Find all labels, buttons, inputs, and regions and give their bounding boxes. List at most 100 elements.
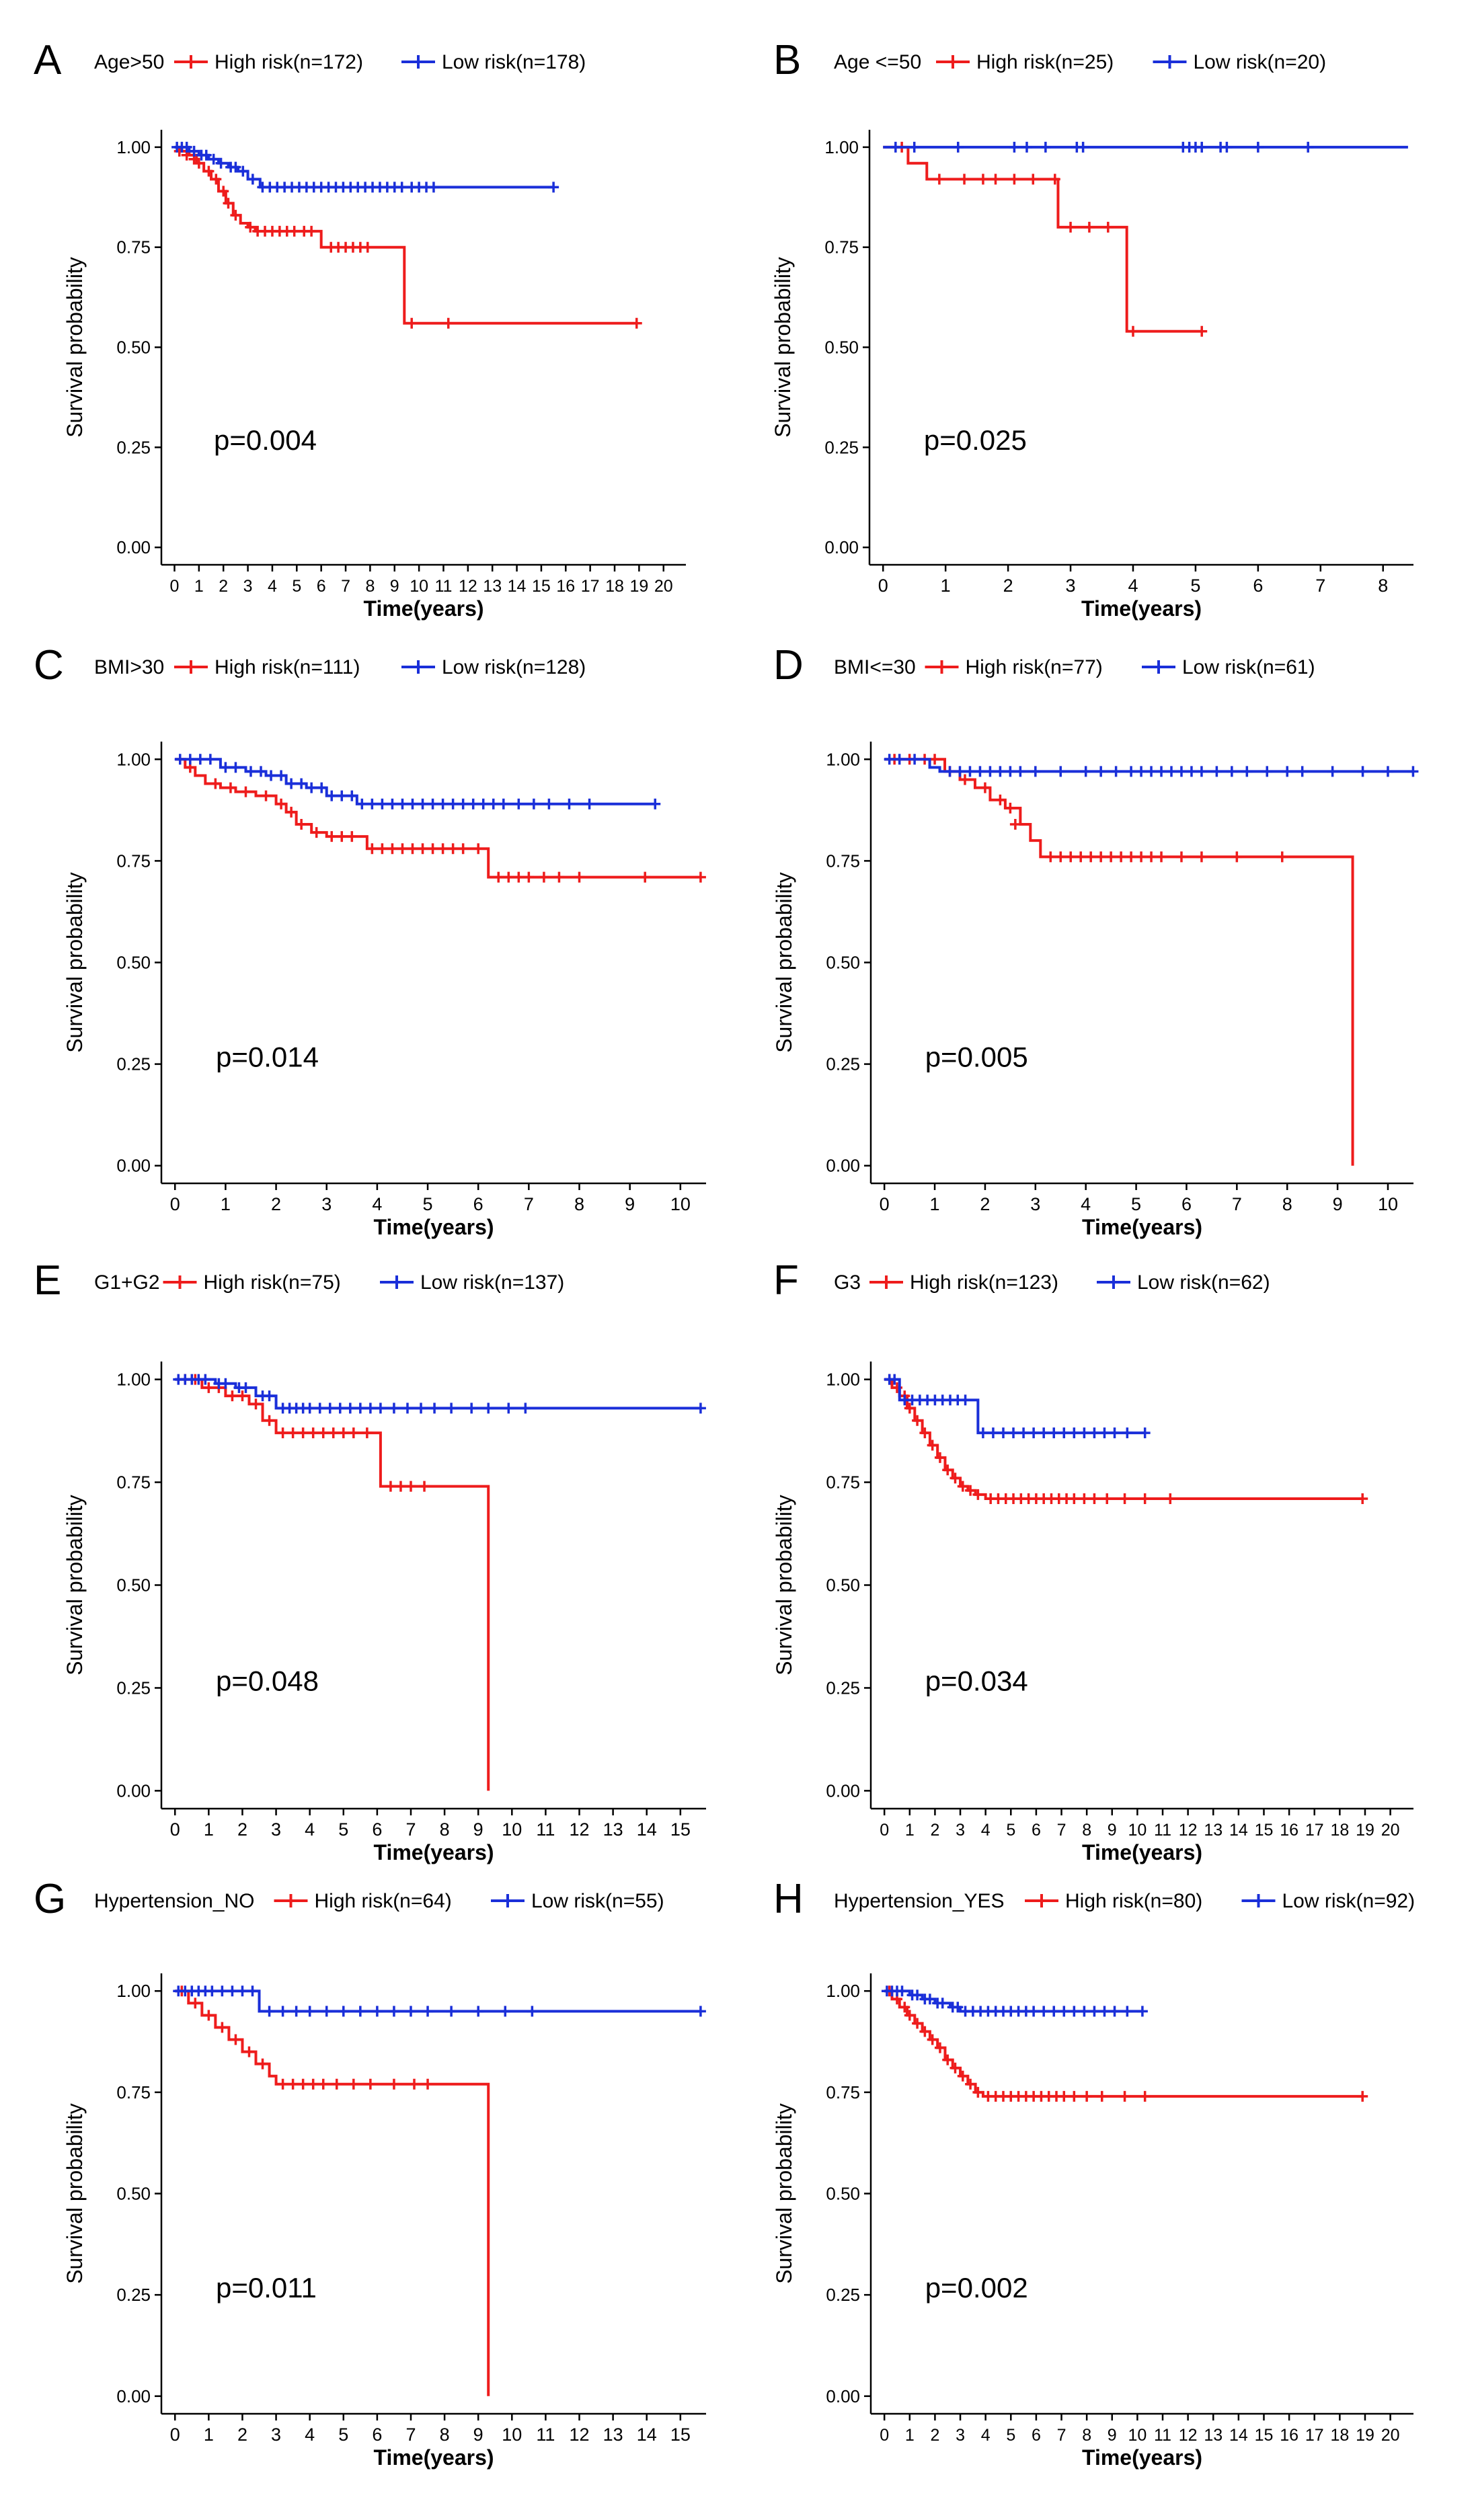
low-risk-censor-mark [1327, 766, 1338, 777]
low-risk-censor-mark [466, 1403, 477, 1414]
x-tick-label: 6 [1181, 1194, 1192, 1214]
y-tick-label: 0.25 [116, 1054, 151, 1074]
high-risk-censor-mark [264, 1415, 275, 1426]
x-tick-label: 13 [603, 1819, 623, 1840]
high-risk-censor-mark [979, 782, 991, 793]
high-risk-censor-mark [1156, 851, 1167, 863]
low-risk-censor-mark [336, 790, 348, 801]
x-tick-label: 12 [459, 577, 477, 596]
low-risk-censor-mark [1038, 1427, 1050, 1439]
x-tick-label: 5 [338, 1819, 348, 1840]
low-risk-censor-mark [371, 2006, 383, 2017]
low-risk-censor-mark [405, 2006, 416, 2017]
low-risk-censor-mark [346, 790, 358, 801]
high-risk-censor-mark [193, 157, 204, 169]
x-tick-label: 20 [654, 577, 673, 596]
high-risk-censor-mark [631, 317, 642, 329]
high-risk-censor-mark [287, 1427, 299, 1439]
x-tick-label: 5 [1006, 1821, 1015, 1840]
high-risk-censor-mark [1136, 851, 1147, 863]
low-risk-censor-mark [894, 754, 905, 765]
x-tick-label: 20 [1381, 1821, 1400, 1840]
y-tick-label: 0.50 [826, 1575, 860, 1596]
high-risk-censor-mark [949, 2062, 961, 2074]
low-risk-censor-mark [543, 798, 555, 810]
low-risk-censor-mark [1175, 766, 1187, 777]
x-tick-label: 1 [905, 2426, 915, 2445]
high-risk-censor-mark [1065, 851, 1077, 863]
x-tick-label: 9 [625, 1194, 635, 1214]
high-risk-censor-mark [1049, 173, 1060, 185]
high-risk-curve [175, 758, 701, 879]
x-tick-label: 2 [237, 1819, 247, 1840]
x-tick-label: 14 [637, 2425, 657, 2445]
low-risk-censor-mark [1015, 766, 1026, 777]
x-tick-label: 1 [204, 2425, 214, 2445]
high-risk-curve [175, 1990, 490, 2396]
x-tick-label: 6 [372, 1819, 382, 1840]
x-tick-label: 7 [405, 1819, 416, 1840]
high-risk-censor-mark [1106, 851, 1117, 863]
y-tick-label: 0.00 [826, 1156, 860, 1176]
high-risk-censor-mark [1126, 851, 1137, 863]
y-tick-label: 0.75 [116, 851, 151, 871]
x-tick-label: 7 [1057, 1821, 1066, 1840]
high-risk-censor-mark [237, 1390, 248, 1402]
x-tick-label: 7 [405, 2425, 416, 2445]
high-risk-censor-mark [406, 317, 418, 329]
low-risk-censor-mark [174, 754, 186, 765]
low-risk-censor-mark [1055, 766, 1066, 777]
high-risk-censor-mark [1116, 851, 1127, 863]
high-risk-censor-mark [257, 2058, 268, 2070]
high-risk-censor-mark [957, 1481, 968, 1492]
panel-letter: E [34, 1257, 61, 1304]
high-risk-censor-mark [362, 241, 373, 253]
y-tick-label: 1.00 [826, 1981, 860, 2001]
low-risk-censor-mark [503, 1403, 514, 1414]
low-risk-censor-mark [1079, 2006, 1090, 2017]
high-risk-censor-mark [1089, 1493, 1100, 1505]
low-risk-censor-mark [1110, 766, 1122, 777]
low-risk-censor-mark [200, 149, 212, 161]
low-risk-censor-mark [264, 2006, 275, 2017]
y-tick-label: 0.25 [116, 437, 151, 457]
high-risk-censor-mark [1083, 221, 1095, 233]
x-tick-label: 9 [1333, 1194, 1343, 1214]
x-tick-label: 10 [1128, 2426, 1147, 2445]
x-tick-label: 0 [878, 576, 888, 596]
low-risk-censor-mark [446, 2006, 457, 2017]
high-risk-censor-mark [203, 165, 215, 177]
low-risk-legend-label: Low risk(n=55) [531, 1890, 664, 1912]
y-axis-title: Survival probability [63, 2103, 87, 2284]
y-tick-label: 0.50 [116, 338, 151, 358]
high-risk-censor-mark [203, 1382, 215, 1393]
low-risk-censor-mark [498, 798, 509, 810]
low-risk-censor-mark [1089, 1427, 1100, 1439]
high-risk-censor-mark [538, 871, 549, 883]
x-tick-label: 12 [569, 1819, 589, 1840]
high-risk-censor-mark [1095, 851, 1107, 863]
low-risk-curve [175, 758, 656, 805]
low-risk-censor-mark [429, 1403, 440, 1414]
high-risk-censor-mark [346, 831, 358, 842]
high-risk-censor-mark [919, 2026, 931, 2037]
high-risk-censor-mark [972, 2086, 984, 2098]
high-risk-legend-label: High risk(n=25) [976, 51, 1114, 73]
low-risk-censor-mark [1146, 766, 1157, 777]
high-risk-censor-mark [307, 1427, 319, 1439]
low-risk-censor-mark [1109, 1427, 1120, 1439]
high-risk-censor-mark [574, 871, 585, 883]
low-risk-censor-mark [220, 1378, 231, 1389]
high-risk-censor-mark [260, 790, 272, 801]
x-tick-label: 17 [581, 577, 600, 596]
high-risk-censor-mark [1096, 2090, 1108, 2102]
y-tick-label: 0.50 [116, 953, 151, 973]
low-risk-censor-mark [1282, 766, 1293, 777]
low-risk-censor-mark [1296, 766, 1308, 777]
x-tick-label: 15 [532, 577, 551, 596]
x-tick-label: 18 [1330, 1821, 1349, 1840]
low-risk-censor-mark [266, 770, 277, 781]
high-risk-censor-mark [276, 798, 287, 810]
low-risk-censor-mark [344, 1403, 356, 1414]
